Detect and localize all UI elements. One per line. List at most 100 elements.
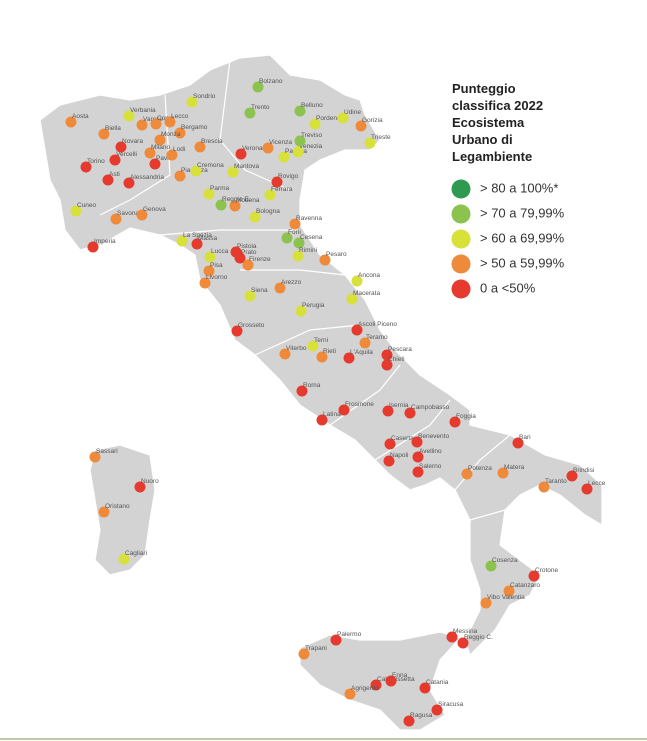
city-dot	[215, 199, 227, 211]
city-dot	[191, 238, 203, 250]
city-dot	[271, 176, 283, 188]
city-label: Mantova	[234, 163, 259, 170]
city-dot	[503, 585, 515, 597]
city-label: Forlì	[288, 229, 301, 236]
city-dot	[281, 232, 293, 244]
city-label: Bologna	[256, 208, 280, 215]
city-dot	[319, 254, 331, 266]
city-dot	[485, 560, 497, 572]
city-dot	[244, 107, 256, 119]
legend-title: Punteggio	[452, 81, 516, 96]
city-label: Aosta	[72, 113, 89, 120]
city-label: Verbania	[130, 107, 156, 114]
city-label: Vicenza	[269, 139, 292, 146]
city-label: Foggia	[456, 413, 476, 420]
city-label: L'Aquila	[350, 349, 373, 356]
city-dot	[355, 120, 367, 132]
city-dot	[199, 277, 211, 289]
city-label: Sondrio	[193, 93, 216, 100]
city-label: Potenza	[468, 465, 492, 472]
city-dot	[242, 259, 254, 271]
city-label: Palermo	[337, 631, 362, 638]
city-dot	[364, 137, 376, 149]
city-dot	[98, 128, 110, 140]
city-label: Teramo	[366, 334, 388, 341]
city-dot	[307, 340, 319, 352]
city-dot	[176, 235, 188, 247]
city-dot	[204, 251, 216, 263]
city-dot	[293, 237, 305, 249]
city-label: Monza	[161, 131, 181, 138]
legend-label: > 50 a 59,99%	[480, 255, 565, 270]
city-label: Cosenza	[492, 557, 518, 564]
city-dot	[351, 275, 363, 287]
legend-title: Ecosistema	[452, 115, 525, 130]
city-label: Reggio C.	[464, 634, 493, 641]
city-label: Pistoia	[237, 243, 257, 250]
city-label: Ravenna	[296, 215, 322, 222]
city-dot	[295, 305, 307, 317]
city-label: Frosinone	[345, 401, 374, 408]
city-label: Chieti	[388, 356, 405, 363]
city-dot	[262, 142, 274, 154]
legend-swatch	[451, 279, 471, 299]
city-dot	[110, 213, 122, 225]
city-dot	[346, 293, 358, 305]
city-label: Catania	[426, 679, 449, 686]
city-dot	[512, 437, 524, 449]
city-dot	[296, 385, 308, 397]
city-dot	[144, 147, 156, 159]
city-label: Novara	[122, 138, 143, 145]
city-dot	[528, 570, 540, 582]
city-dot	[383, 455, 395, 467]
city-dot	[229, 200, 241, 212]
city-dot	[134, 481, 146, 493]
city-label: Crotone	[535, 567, 559, 574]
legend-swatch	[451, 229, 471, 249]
city-dot	[384, 438, 396, 450]
city-dot	[581, 483, 593, 495]
city-dot	[174, 170, 186, 182]
city-dot	[497, 467, 509, 479]
city-dot	[385, 675, 397, 687]
legend-swatch	[451, 254, 471, 274]
city-label: Napoli	[390, 452, 408, 459]
city-dot	[98, 506, 110, 518]
city-label: Rieti	[323, 348, 336, 355]
city-label: La Spezia	[183, 232, 212, 239]
city-label: Ascoli Piceno	[358, 321, 397, 328]
city-dot	[203, 265, 215, 277]
city-label: Milano	[151, 144, 171, 151]
city-dot	[343, 352, 355, 364]
city-label: Catanzaro	[510, 582, 540, 589]
city-label: Avellino	[419, 448, 442, 455]
city-label: Bergamo	[181, 124, 208, 131]
city-label: Genova	[143, 206, 166, 213]
city-dot	[412, 451, 424, 463]
legend-label: > 60 a 69,99%	[480, 230, 565, 245]
city-dot	[289, 218, 301, 230]
legend-label: 0 a <50%	[480, 280, 536, 295]
city-label: Isernia	[389, 402, 409, 409]
city-label: Ferrara	[271, 186, 293, 193]
city-label: Grosseto	[238, 322, 265, 329]
city-dot	[115, 141, 127, 153]
city-dot	[294, 105, 306, 117]
city-label: Perugia	[302, 302, 325, 309]
city-label: Cremona	[197, 162, 224, 169]
city-label: Latina	[323, 411, 341, 418]
city-dot	[566, 470, 578, 482]
city-dot	[227, 166, 239, 178]
city-dot	[298, 648, 310, 660]
city-dot	[235, 148, 247, 160]
city-dot	[382, 405, 394, 417]
city-label: Trapani	[305, 645, 327, 652]
city-label: Imperia	[94, 238, 116, 245]
city-dot	[166, 149, 178, 161]
city-label: Treviso	[301, 132, 322, 139]
city-label: Ancona	[358, 272, 380, 279]
city-dot	[244, 290, 256, 302]
city-dot	[118, 553, 130, 565]
city-label: Torino	[87, 158, 105, 165]
